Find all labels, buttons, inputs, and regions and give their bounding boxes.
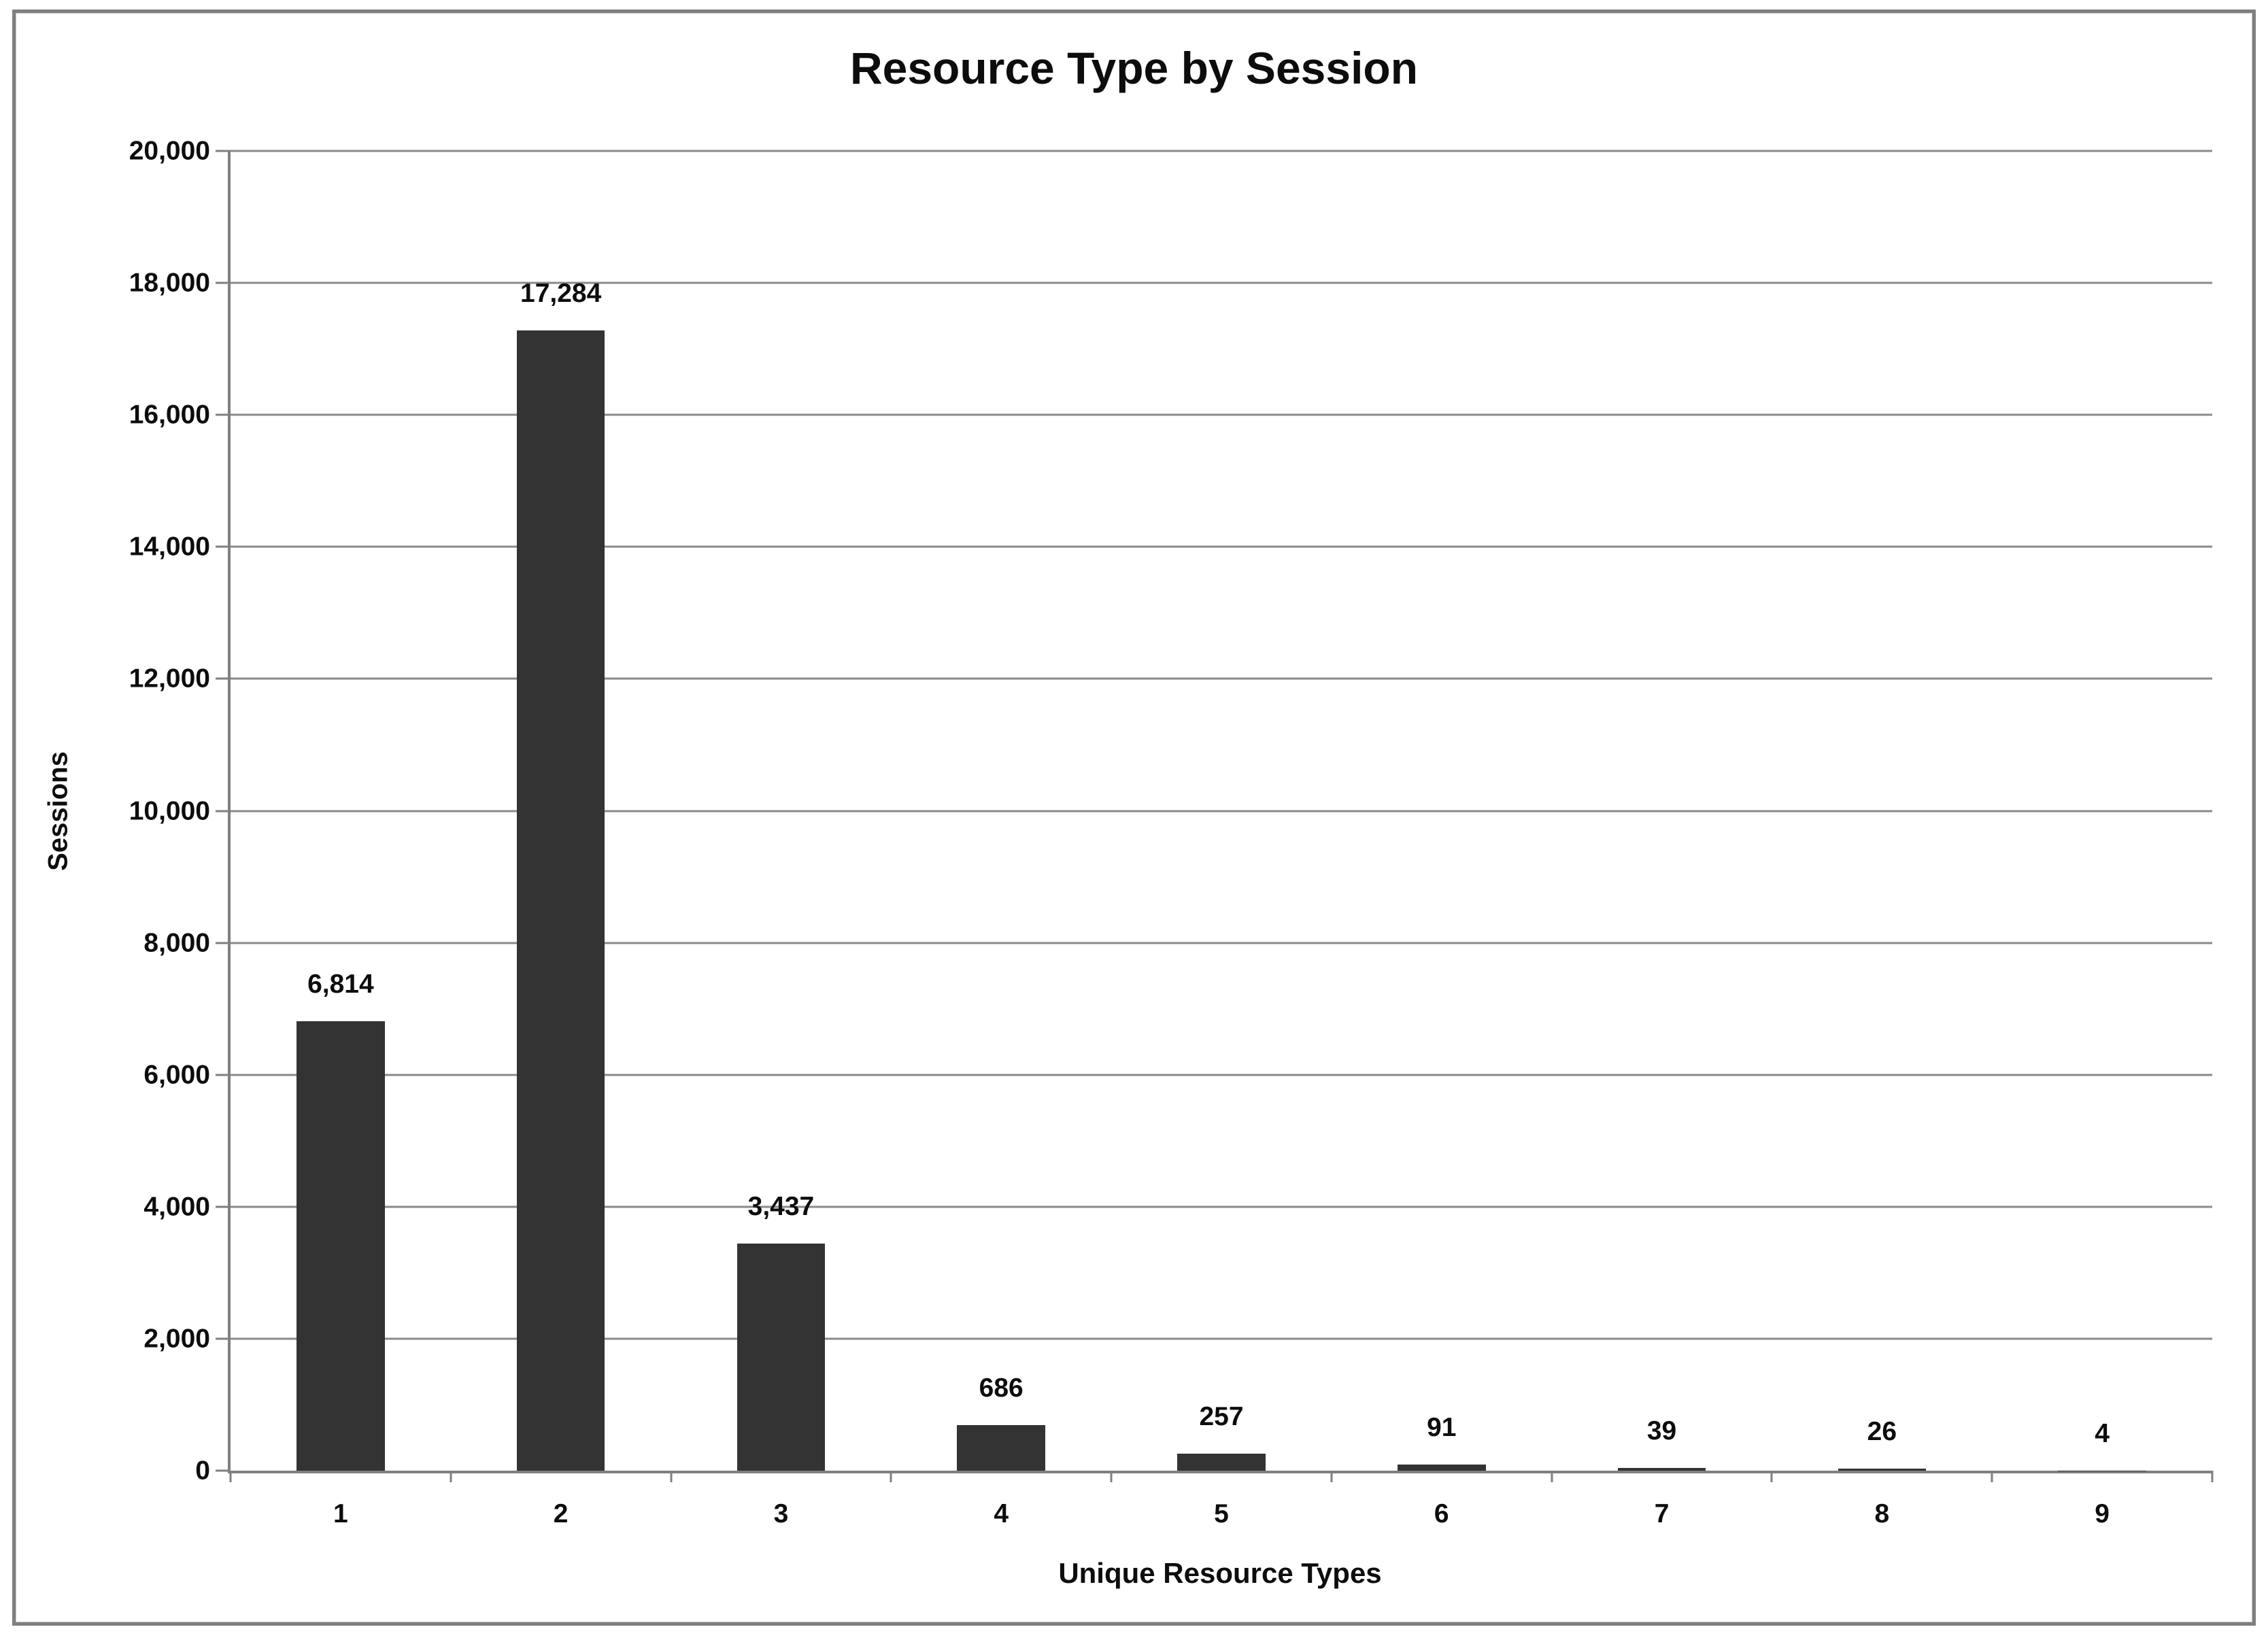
x-tick-label: 2 <box>553 1499 569 1528</box>
y-tick-label: 12,000 <box>129 664 210 694</box>
y-tick-label: 0 <box>195 1456 210 1486</box>
y-axis-tick <box>216 545 231 548</box>
bar-value-label: 686 <box>979 1373 1023 1403</box>
x-axis-tick <box>1330 1471 1333 1482</box>
y-gridline <box>231 677 2212 680</box>
x-axis-tick <box>229 1471 232 1482</box>
x-tick-label: 3 <box>773 1499 789 1528</box>
y-tick-label: 20,000 <box>129 136 210 166</box>
y-axis-title: Sessions <box>43 751 73 871</box>
bar <box>1838 1469 1927 1471</box>
bar-slot <box>1332 1465 1552 1471</box>
bar <box>957 1425 1045 1471</box>
bar <box>1617 1468 1706 1471</box>
y-axis-tick <box>216 1337 231 1340</box>
bar-slot <box>891 1425 1111 1471</box>
bar-value-label: 26 <box>1867 1417 1897 1447</box>
bar-value-label: 39 <box>1646 1416 1677 1446</box>
bar-slot <box>231 1021 451 1471</box>
x-axis-tick <box>670 1471 673 1482</box>
x-axis-tick <box>1110 1471 1113 1482</box>
y-axis-tick <box>216 150 231 152</box>
y-axis-tick <box>216 281 231 284</box>
bar-slot <box>1772 1469 1992 1471</box>
y-gridline <box>231 942 2212 944</box>
y-tick-label: 4,000 <box>143 1192 210 1222</box>
x-tick-label: 8 <box>1874 1499 1890 1528</box>
x-axis-tick <box>2211 1471 2214 1482</box>
x-tick-label: 6 <box>1434 1499 1449 1528</box>
y-tick-label: 10,000 <box>129 796 210 825</box>
y-gridline <box>231 1205 2212 1208</box>
bar-value-label: 17,284 <box>520 278 602 308</box>
x-axis-tick <box>1770 1471 1773 1482</box>
y-tick-label: 18,000 <box>129 268 210 298</box>
y-tick-label: 16,000 <box>129 400 210 430</box>
bar-value-label: 3,437 <box>747 1192 815 1222</box>
x-axis-tick <box>450 1471 452 1482</box>
x-tick-label: 1 <box>333 1499 348 1528</box>
bar <box>1177 1454 1266 1471</box>
x-axis-tick <box>1991 1471 1993 1482</box>
y-tick-label: 6,000 <box>143 1060 210 1090</box>
y-gridline <box>231 810 2212 812</box>
bar <box>297 1021 385 1471</box>
x-tick-label: 7 <box>1654 1499 1670 1528</box>
y-axis-tick <box>216 413 231 416</box>
y-gridline <box>231 281 2212 284</box>
x-tick-label: 4 <box>994 1499 1009 1528</box>
y-axis-tick <box>216 1205 231 1208</box>
bar-slot <box>1111 1454 1332 1471</box>
y-axis-tick <box>216 677 231 680</box>
y-axis-tick <box>216 1074 231 1076</box>
bar-slot <box>1552 1468 1772 1471</box>
x-axis-tick <box>890 1471 892 1482</box>
bar-value-label: 4 <box>2095 1418 2110 1448</box>
x-tick-label: 5 <box>1214 1499 1229 1528</box>
chart-title: Resource Type by Session <box>849 43 1419 93</box>
x-axis-title: Unique Resource Types <box>1058 1557 1382 1589</box>
bar <box>737 1244 826 1471</box>
bar-slot <box>671 1244 892 1471</box>
y-gridline <box>231 1337 2212 1340</box>
bar <box>1398 1465 1486 1471</box>
outer-frame-border <box>12 10 2256 1626</box>
y-axis-tick <box>216 810 231 812</box>
y-tick-label: 8,000 <box>143 928 210 958</box>
y-tick-label: 14,000 <box>129 532 210 562</box>
y-tick-label: 2,000 <box>143 1324 210 1354</box>
y-gridline <box>231 413 2212 416</box>
bar-slot <box>451 330 671 1471</box>
bar-value-label: 257 <box>1199 1402 1244 1432</box>
y-gridline <box>231 545 2212 548</box>
y-axis-tick <box>216 1469 231 1472</box>
y-axis-tick <box>216 942 231 944</box>
y-gridline <box>231 1074 2212 1076</box>
bar <box>516 330 605 1471</box>
x-tick-label: 9 <box>2095 1499 2110 1528</box>
plot-area: 0 2,000 4,000 6,000 8,000 10,000 12,000 14,000 1… <box>129 138 2214 1528</box>
y-gridline <box>231 150 2212 152</box>
x-axis-tick <box>1551 1471 1553 1482</box>
bar-value-label: 91 <box>1427 1413 1457 1443</box>
bar-value-label: 6,814 <box>307 969 374 999</box>
